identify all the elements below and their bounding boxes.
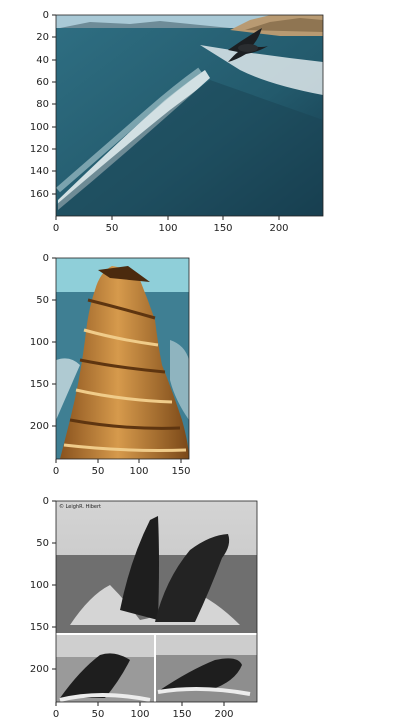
whale-left [120, 516, 159, 620]
y-tick-label: 200 [30, 664, 49, 675]
axes-frame [55, 500, 258, 703]
sandstone-image [56, 258, 189, 459]
panel-ocean-wave: 0 50 100 150 200 0 20 40 60 80 100 120 1… [30, 10, 324, 234]
x-tick-label: 100 [158, 223, 177, 234]
x-tick-label: 50 [106, 223, 119, 234]
x-tick-label: 0 [53, 466, 59, 477]
y-tick-label: 0 [43, 496, 49, 507]
y-tick-label: 120 [30, 144, 49, 155]
x-tick-label: 0 [53, 223, 59, 234]
x-axis: 0 50 100 150 [53, 459, 191, 477]
x-axis: 0 50 100 150 200 [53, 702, 234, 720]
bird-silhouette [228, 28, 268, 62]
y-tick-label: 150 [30, 379, 49, 390]
x-tick-label: 200 [269, 223, 288, 234]
y-axis: 0 50 100 150 200 [30, 496, 56, 675]
y-tick-label: 0 [43, 253, 49, 264]
x-axis: 0 50 100 150 200 [53, 216, 289, 234]
y-tick-label: 100 [30, 337, 49, 348]
y-tick-label: 60 [36, 77, 49, 88]
x-tick-label: 50 [92, 466, 105, 477]
y-tick-label: 100 [30, 580, 49, 591]
axes-frame [55, 14, 324, 217]
y-tick-label: 50 [36, 538, 49, 549]
y-tick-label: 50 [36, 295, 49, 306]
y-axis: 0 20 40 60 80 100 120 140 160 [30, 10, 56, 200]
whale-right [155, 534, 230, 622]
x-tick-label: 100 [130, 709, 149, 720]
y-tick-label: 20 [36, 32, 49, 43]
y-tick-label: 100 [30, 122, 49, 133]
y-tick-label: 0 [43, 10, 49, 21]
panel-breaching-whales: © LeighR. Hibert 0 50 100 150 200 0 50 1… [30, 496, 258, 720]
x-tick-label: 50 [92, 709, 105, 720]
y-tick-label: 40 [36, 55, 49, 66]
x-tick-label: 100 [129, 466, 148, 477]
y-tick-label: 200 [30, 421, 49, 432]
x-tick-label: 0 [53, 709, 59, 720]
y-tick-label: 150 [30, 622, 49, 633]
axes-frame [55, 257, 190, 460]
x-tick-label: 150 [213, 223, 232, 234]
x-tick-label: 150 [171, 466, 190, 477]
x-tick-label: 150 [172, 709, 191, 720]
y-tick-label: 80 [36, 99, 49, 110]
x-tick-label: 200 [214, 709, 233, 720]
whales-image: © LeighR. Hibert [56, 501, 257, 702]
y-axis: 0 50 100 150 200 [30, 253, 56, 432]
ocean-wave-image [56, 15, 323, 216]
panel-sandstone-pillar: 0 50 100 150 0 50 100 150 200 [30, 253, 191, 477]
y-tick-label: 140 [30, 166, 49, 177]
watermark-text: © LeighR. Hibert [59, 503, 101, 510]
y-tick-label: 160 [30, 189, 49, 200]
